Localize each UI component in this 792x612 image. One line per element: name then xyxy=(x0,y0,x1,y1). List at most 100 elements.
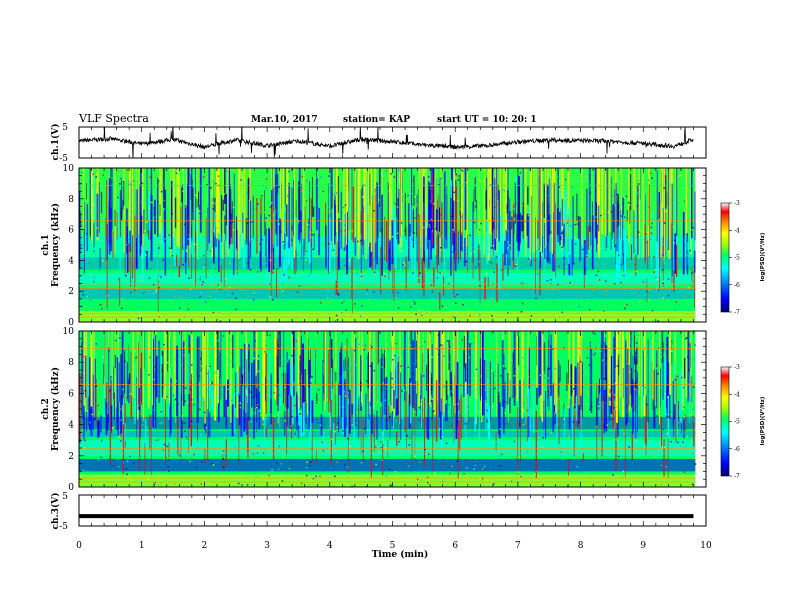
spectrogram-speckle xyxy=(644,294,647,296)
spectrogram-speckle xyxy=(113,181,116,184)
spectrogram-speckle xyxy=(198,375,201,377)
spectrogram-streak xyxy=(682,212,685,275)
spectrogram-streak xyxy=(292,393,294,425)
spectrogram-streak xyxy=(566,190,568,231)
spectrogram-speckle xyxy=(344,395,346,397)
spectrogram-speckle xyxy=(692,267,695,270)
spectrogram-speckle xyxy=(220,189,222,191)
spectrogram-streak xyxy=(421,373,423,401)
spectrogram-speckle xyxy=(412,373,414,376)
spectrogram-speckle xyxy=(568,358,570,360)
spectrogram-speckle xyxy=(691,483,694,486)
spectrogram-speckle xyxy=(440,344,442,346)
spectrogram-speckle xyxy=(120,307,123,310)
spectrogram-streak xyxy=(199,336,201,382)
spectrogram-speckle xyxy=(383,275,386,278)
spectrogram-speckle xyxy=(592,289,594,291)
spectrogram-speckle xyxy=(300,380,302,382)
spectrogram-streak xyxy=(399,168,401,252)
y-tick-label: 10 xyxy=(63,164,75,174)
spectrogram-speckle xyxy=(317,400,319,403)
spectrogram-speckle xyxy=(349,273,351,276)
spectrogram-speckle xyxy=(135,356,137,359)
ch1-spec-ylabel-channel: ch.1 xyxy=(41,234,51,255)
spectrogram-streak xyxy=(453,228,455,260)
ch2-spec-ylabel-channel: ch.2 xyxy=(41,398,51,419)
spectrogram-speckle xyxy=(457,179,460,181)
spectrogram-streak xyxy=(485,357,487,397)
spectrogram-speckle xyxy=(513,218,516,220)
spectrogram-streak xyxy=(337,218,340,269)
spectrogram-streak xyxy=(351,168,353,240)
spectrogram-streak xyxy=(180,206,182,268)
spectrogram-streak xyxy=(652,210,655,242)
colorbar-tick-label: -6 xyxy=(734,282,740,289)
spectrogram-streak xyxy=(108,178,111,255)
spectrogram-speckle xyxy=(470,252,472,255)
spectrogram-streak xyxy=(150,168,151,252)
spectrogram-speckle xyxy=(422,310,424,312)
time-tick-label: 0 xyxy=(76,541,82,551)
spectrogram-streak xyxy=(99,247,101,268)
spectrogram-speckle xyxy=(301,293,303,295)
spectrogram-speckle xyxy=(129,393,132,395)
spectrogram-speckle xyxy=(613,394,616,396)
spectrogram-speckle xyxy=(624,181,626,184)
spectrogram-streak xyxy=(389,239,391,272)
spectrogram-streak xyxy=(220,331,222,400)
spectrogram-streak xyxy=(209,364,210,399)
spectrogram-speckle xyxy=(296,291,299,293)
spectrogram-streak xyxy=(265,353,267,414)
spectrogram-speckle xyxy=(366,380,368,382)
spectrogram-speckle xyxy=(200,365,203,368)
spectrogram-speckle xyxy=(588,364,591,366)
spectrogram-speckle xyxy=(551,288,553,291)
spectrogram-speckle xyxy=(498,259,501,262)
spectrogram-speckle xyxy=(161,361,163,364)
spectrogram-speckle xyxy=(482,217,485,220)
spectrogram-speckle xyxy=(596,264,599,267)
spectrogram-speckle xyxy=(417,419,419,421)
tone-line xyxy=(79,477,696,479)
spectrogram-streak xyxy=(463,350,465,398)
spectrogram-speckle xyxy=(210,400,212,402)
spectrogram-speckle xyxy=(223,193,225,195)
spectrogram-speckle xyxy=(501,478,504,480)
spectrogram-speckle xyxy=(354,208,357,211)
spectrogram-speckle xyxy=(101,307,103,310)
spectrogram-speckle xyxy=(663,353,665,356)
spectrogram-streak xyxy=(676,244,678,277)
spectrogram-streak xyxy=(282,168,285,245)
tone-line xyxy=(79,481,696,483)
spectrogram-speckle xyxy=(135,331,137,334)
spectrogram-speckle xyxy=(199,397,202,399)
spectrogram-speckle xyxy=(413,435,415,437)
y-tick-label: 6 xyxy=(68,226,74,236)
spectrogram-streak xyxy=(368,168,370,248)
spectrogram-speckle xyxy=(99,303,102,306)
spectrogram-speckle xyxy=(317,421,319,424)
spectrogram-speckle xyxy=(189,388,191,391)
spectrogram-speckle xyxy=(81,171,83,174)
spectrogram-streak xyxy=(597,205,600,232)
spectrogram-speckle xyxy=(572,421,575,423)
spectrogram-streak xyxy=(300,415,303,437)
spectrogram-speckle xyxy=(255,406,258,409)
spectrogram-speckle xyxy=(477,377,479,380)
spectrogram-speckle xyxy=(413,232,415,234)
spectrogram-speckle xyxy=(534,259,536,261)
spectrogram-streak xyxy=(505,168,507,247)
spectrogram-speckle xyxy=(327,440,329,443)
spectrogram-speckle xyxy=(623,196,626,199)
spectrogram-speckle xyxy=(453,191,456,194)
spectrogram-speckle xyxy=(447,404,450,406)
spectrogram-streak xyxy=(479,251,481,304)
spectrogram-speckle xyxy=(188,277,190,279)
spectrogram-streak xyxy=(677,401,679,427)
spectrogram-speckle xyxy=(139,457,141,459)
tone-line xyxy=(79,452,696,454)
spectrogram-speckle xyxy=(609,399,611,401)
spectrogram-streak xyxy=(550,345,552,397)
spectrogram-streak xyxy=(572,195,574,266)
spectrogram-speckle xyxy=(511,396,514,398)
